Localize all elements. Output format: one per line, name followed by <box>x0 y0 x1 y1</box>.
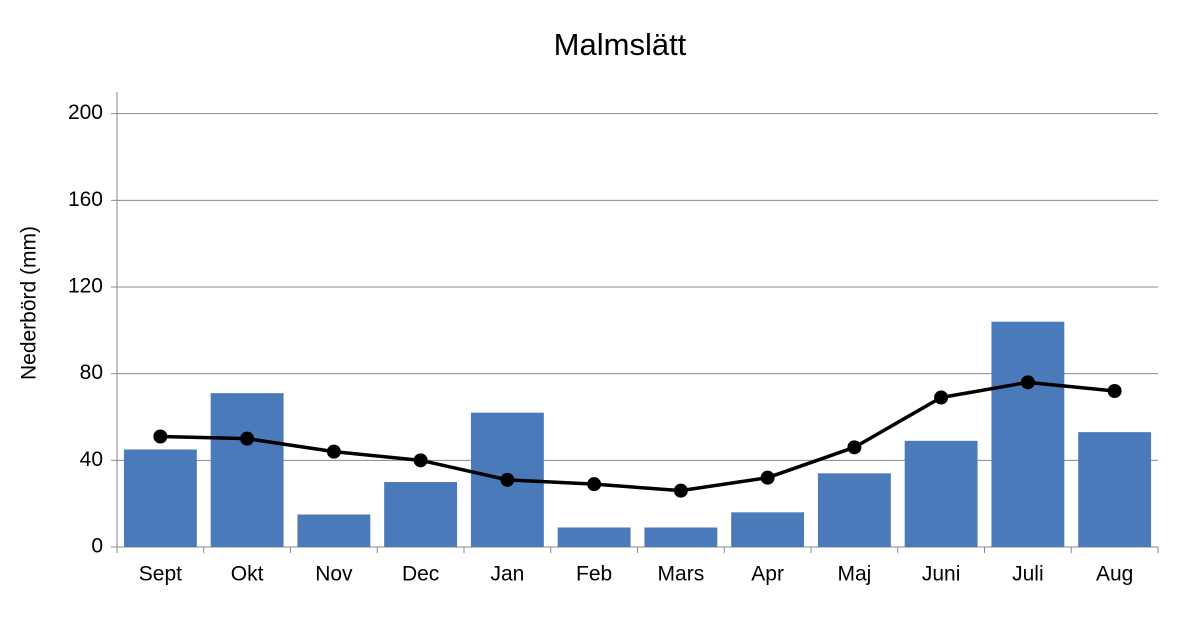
x-tick-label: Okt <box>231 563 264 586</box>
x-tick-label: Nov <box>315 563 353 586</box>
x-tick-label: Maj <box>837 563 871 586</box>
bar <box>384 482 458 547</box>
line-marker <box>847 440 862 455</box>
line-marker <box>500 472 515 487</box>
bar <box>123 449 197 547</box>
x-tick-label: Juni <box>922 563 961 586</box>
bar <box>297 514 371 547</box>
line-marker <box>673 483 688 498</box>
y-tick-label: 80 <box>80 361 103 384</box>
line-marker <box>326 444 341 459</box>
x-tick-label: Aug <box>1096 563 1133 586</box>
bar <box>1078 432 1152 547</box>
y-tick-label: 120 <box>68 275 103 298</box>
line <box>160 380 1115 493</box>
x-tick-label: Feb <box>576 563 612 586</box>
line-marker <box>1020 375 1035 390</box>
y-axis-label: Nederbörd (mm) <box>18 226 41 380</box>
bar <box>731 512 805 547</box>
y-tick-label: 200 <box>68 101 103 124</box>
line-marker <box>1107 384 1122 398</box>
line-marker <box>760 470 775 485</box>
y-tick-label: 40 <box>80 448 103 471</box>
bar <box>904 440 978 547</box>
bar <box>991 321 1065 547</box>
line-marker <box>413 453 428 468</box>
x-tick-label: Sept <box>139 563 182 586</box>
x-tick-label: Mars <box>658 563 705 586</box>
line-marker <box>587 477 602 492</box>
x-tick-label: Dec <box>402 563 439 586</box>
chart-title: Malmslätt <box>554 27 687 62</box>
line-marker <box>240 431 255 446</box>
line-marker <box>153 429 168 444</box>
line-marker <box>934 390 949 405</box>
x-tick-label: Jan <box>490 563 524 586</box>
bar <box>210 393 284 547</box>
x-tick-label: Juli <box>1012 563 1044 586</box>
x-tick-label: Apr <box>751 563 784 586</box>
y-tick-label: 0 <box>91 535 103 558</box>
y-tick-label: 160 <box>68 188 103 211</box>
bar <box>557 527 631 547</box>
bar <box>644 527 718 547</box>
bar <box>817 473 891 547</box>
